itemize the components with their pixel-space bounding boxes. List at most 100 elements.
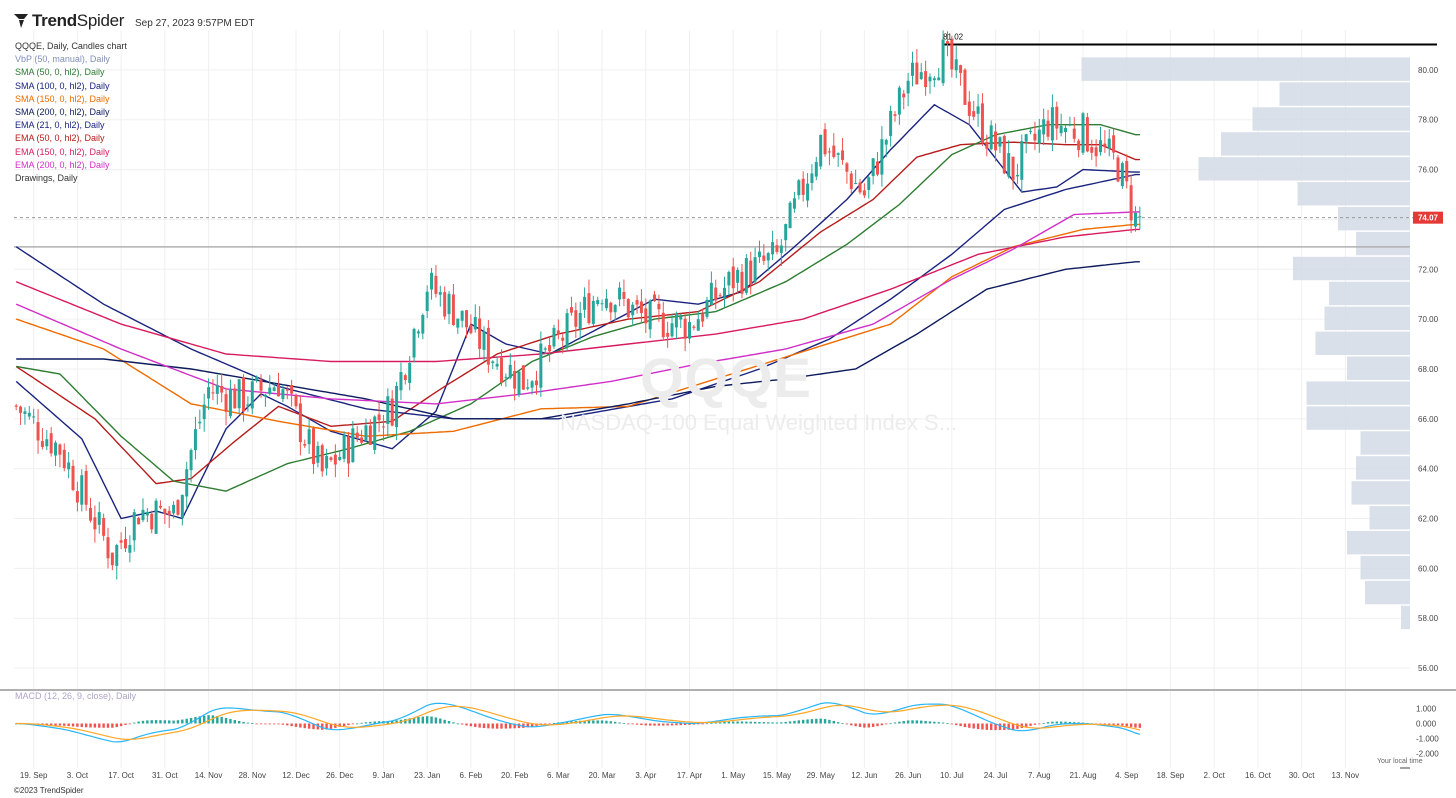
legend-item[interactable]: VbP (50, manual), Daily bbox=[15, 54, 110, 65]
macd-histogram-bar bbox=[347, 723, 350, 726]
macd-histogram-bar bbox=[89, 723, 92, 728]
macd-histogram-bar bbox=[425, 716, 429, 724]
legend-item[interactable]: SMA (100, 0, hl2), Daily bbox=[15, 80, 110, 91]
legend-item[interactable]: EMA (21, 0, hl2), Daily bbox=[15, 120, 105, 131]
candle-body bbox=[749, 260, 753, 285]
x-tick-label: 7. Aug bbox=[1028, 771, 1051, 780]
legend-item[interactable]: SMA (50, 0, hl2), Daily bbox=[15, 67, 105, 78]
candle-body bbox=[504, 376, 508, 378]
vbp-bar bbox=[1306, 406, 1410, 430]
macd-histogram-bar bbox=[290, 723, 293, 727]
vbp-bar bbox=[1324, 306, 1410, 331]
candle-body bbox=[797, 180, 801, 196]
candle-body bbox=[377, 414, 381, 421]
macd-tick-label: 0.000 bbox=[1416, 720, 1437, 729]
macd-tick-label: -2.000 bbox=[1416, 750, 1439, 759]
candle-body bbox=[740, 271, 744, 294]
x-tick-label: 2. Oct bbox=[1204, 771, 1226, 780]
macd-histogram-bar bbox=[771, 722, 774, 724]
candle-body bbox=[950, 39, 954, 70]
legend-item[interactable]: SMA (200, 0, hl2), Daily bbox=[15, 107, 110, 118]
candle-body bbox=[688, 321, 692, 339]
macd-histogram-bar bbox=[1103, 723, 1107, 725]
legend-item[interactable]: EMA (200, 0, hl2), Daily bbox=[15, 159, 110, 170]
candle-body bbox=[132, 512, 136, 541]
macd-histogram-bar bbox=[246, 722, 250, 724]
candle-body bbox=[364, 425, 368, 441]
candle-body bbox=[40, 441, 44, 447]
x-tick-label: 6. Mar bbox=[547, 771, 570, 780]
candle-body bbox=[381, 426, 385, 428]
candle-body bbox=[373, 416, 377, 450]
macd-histogram-bar bbox=[631, 723, 634, 725]
candle-body bbox=[333, 454, 337, 465]
candle-body bbox=[753, 257, 757, 282]
candle-body bbox=[609, 302, 613, 313]
candle-body bbox=[193, 429, 197, 451]
watermark-name: NASDAQ-100 Equal Weighted Index S... bbox=[560, 410, 958, 435]
candle-body bbox=[771, 242, 775, 255]
candle-body bbox=[845, 163, 849, 172]
candle-body bbox=[661, 312, 665, 338]
macd-histogram-bar bbox=[644, 723, 647, 726]
candle-body bbox=[766, 253, 770, 261]
vbp-bar bbox=[1221, 132, 1410, 156]
macd-histogram-bar bbox=[544, 723, 547, 725]
candle-body bbox=[1129, 185, 1133, 221]
macd-histogram-bar bbox=[1042, 722, 1045, 724]
candle-body bbox=[779, 245, 783, 254]
candle-body bbox=[539, 343, 543, 388]
macd-histogram-bar bbox=[45, 723, 48, 726]
macd-histogram-bar bbox=[412, 717, 416, 724]
candle-body bbox=[709, 282, 713, 306]
macd-histogram-bar bbox=[788, 721, 792, 724]
macd-histogram-bar bbox=[749, 721, 752, 724]
chart-timestamp: Sep 27, 2023 9:57PM EDT bbox=[135, 18, 255, 29]
candle-body bbox=[207, 387, 211, 399]
vbp-bar bbox=[1293, 256, 1410, 281]
candle-body bbox=[403, 375, 407, 380]
candle-body bbox=[1020, 141, 1024, 180]
x-tick-label: 16. Oct bbox=[1245, 771, 1272, 780]
candle-body bbox=[1029, 130, 1033, 132]
legend-item[interactable]: SMA (150, 0, hl2), Daily bbox=[15, 93, 110, 104]
candle-body bbox=[639, 301, 643, 314]
macd-histogram-bar bbox=[469, 723, 473, 727]
x-tick-label: 23. Jan bbox=[414, 771, 440, 780]
y-tick-label: 70.00 bbox=[1418, 315, 1439, 324]
legend-item[interactable]: QQQE, Daily, Candles chart bbox=[15, 41, 127, 51]
macd-histogram-bar bbox=[373, 721, 376, 724]
legend-item[interactable]: EMA (150, 0, hl2), Daily bbox=[15, 146, 110, 157]
candle-body bbox=[272, 387, 276, 391]
macd-histogram-bar bbox=[369, 721, 372, 724]
ma-line bbox=[16, 261, 1140, 420]
candle-body bbox=[469, 324, 473, 334]
candle-body bbox=[1046, 120, 1050, 137]
candle-body bbox=[587, 293, 591, 324]
candle-body bbox=[731, 266, 735, 289]
candle-body bbox=[959, 65, 963, 73]
macd-histogram-bar bbox=[723, 721, 726, 724]
candle-body bbox=[36, 422, 40, 441]
candle-body bbox=[311, 428, 315, 465]
candle-body bbox=[102, 518, 106, 536]
candle-body bbox=[246, 404, 250, 407]
macd-histogram-bar bbox=[237, 721, 241, 724]
candle-body bbox=[832, 145, 836, 157]
macd-histogram-bar bbox=[395, 720, 398, 724]
candle-body bbox=[84, 471, 88, 505]
macd-histogram-bar bbox=[176, 720, 180, 724]
macd-histogram-bar bbox=[587, 720, 591, 724]
candle-body bbox=[556, 330, 560, 335]
candle-body bbox=[259, 379, 263, 391]
candle-body bbox=[876, 161, 880, 175]
vbp-bar bbox=[1365, 580, 1410, 605]
macd-histogram-bar bbox=[329, 723, 333, 729]
candle-body bbox=[45, 439, 49, 447]
legend-item[interactable]: Drawings, Daily bbox=[15, 173, 78, 184]
macd-histogram-bar bbox=[727, 721, 731, 724]
candle-body bbox=[32, 416, 36, 418]
legend-item[interactable]: EMA (50, 0, hl2), Daily bbox=[15, 133, 105, 144]
candle-body bbox=[89, 508, 93, 521]
